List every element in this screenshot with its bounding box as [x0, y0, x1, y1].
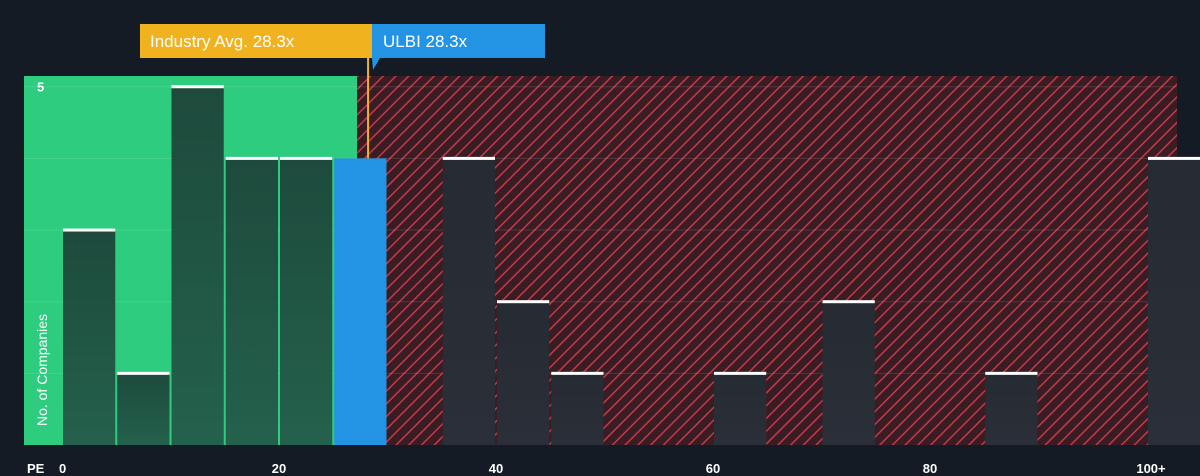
y-tick-label: 5	[37, 80, 44, 95]
bar	[225, 158, 278, 445]
bar-cap	[442, 156, 495, 160]
bar-cap	[63, 228, 116, 232]
industry-avg-label: Industry Avg. 28.3x	[150, 32, 295, 51]
bar	[822, 301, 875, 445]
x-tick-label: 100+	[1136, 461, 1166, 476]
x-tick-label: 80	[923, 461, 937, 476]
bar	[171, 86, 224, 446]
bar-cap	[714, 371, 767, 375]
x-tick-label: 0	[59, 461, 66, 476]
bar-cap	[497, 300, 550, 304]
bar-cap	[985, 371, 1038, 375]
x-tick-label: 20	[272, 461, 286, 476]
bar-cap	[117, 371, 170, 375]
company-label: ULBI 28.3x	[383, 32, 468, 51]
bar	[714, 373, 767, 445]
bar-cap	[225, 156, 278, 160]
bar	[63, 230, 116, 445]
bars	[63, 85, 1200, 446]
company-callout: ULBI 28.3x	[372, 24, 545, 70]
bar	[551, 373, 604, 445]
bar	[1148, 158, 1200, 445]
bar	[280, 158, 333, 445]
bar	[985, 373, 1038, 445]
bar	[442, 158, 495, 445]
x-tick-label: 60	[706, 461, 720, 476]
callouts: Industry Avg. 28.3x ULBI 28.3x	[140, 24, 545, 70]
x-axis-label: PE	[27, 461, 45, 476]
axes: PE 0 20 40 60 80 100+ 5 No. of Companies	[27, 80, 1166, 476]
bar-highlight	[334, 158, 387, 445]
y-axis-label: No. of Companies	[34, 314, 50, 426]
bar-cap	[822, 300, 875, 304]
x-tick-label: 40	[489, 461, 503, 476]
bar-cap	[171, 85, 224, 89]
industry-avg-callout: Industry Avg. 28.3x	[140, 24, 372, 58]
bar-cap	[1148, 156, 1200, 160]
bar-cap	[280, 156, 333, 160]
bar	[117, 373, 170, 445]
bar-cap	[551, 371, 604, 375]
bar	[497, 301, 550, 445]
